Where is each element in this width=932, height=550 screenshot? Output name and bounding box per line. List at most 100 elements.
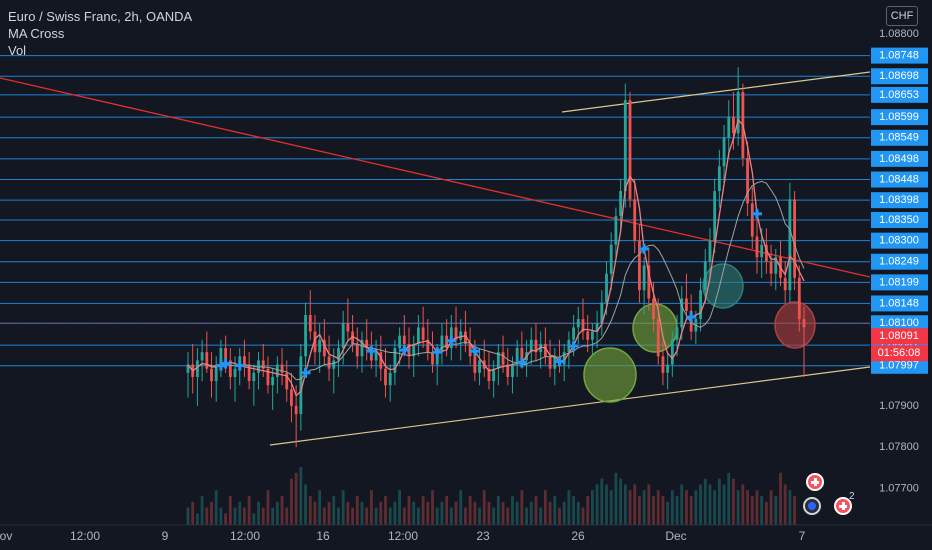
candle[interactable] — [506, 348, 510, 386]
candle[interactable] — [609, 232, 613, 291]
candle[interactable] — [670, 331, 674, 377]
candle[interactable] — [543, 327, 547, 365]
ellipse-teal[interactable] — [702, 263, 744, 309]
candle[interactable] — [252, 364, 256, 406]
candle[interactable] — [666, 352, 670, 390]
candle[interactable] — [567, 331, 571, 369]
ellipse-red[interactable] — [774, 301, 816, 349]
channel-lower-line[interactable] — [269, 366, 871, 446]
candle[interactable] — [205, 331, 209, 373]
candle[interactable] — [511, 356, 514, 394]
candle[interactable] — [214, 356, 218, 402]
candle[interactable] — [355, 327, 359, 369]
candle[interactable] — [327, 335, 331, 382]
candle[interactable] — [661, 339, 665, 386]
candle[interactable] — [280, 348, 284, 386]
candle[interactable] — [332, 348, 336, 394]
candle[interactable] — [398, 327, 402, 365]
downtrend-line[interactable] — [0, 77, 871, 278]
candle[interactable] — [290, 372, 293, 423]
candle[interactable] — [271, 368, 275, 410]
candle[interactable] — [492, 360, 496, 398]
candle[interactable] — [774, 248, 778, 291]
candle[interactable] — [304, 302, 307, 369]
candle[interactable] — [713, 178, 717, 254]
candle[interactable] — [478, 348, 481, 386]
symbol-title[interactable]: Euro / Swiss Franc, 2h, OANDA — [8, 9, 193, 24]
candle[interactable] — [793, 191, 797, 291]
candle[interactable] — [614, 207, 618, 258]
candle[interactable] — [590, 323, 594, 357]
candle[interactable] — [459, 319, 463, 361]
candle[interactable] — [426, 319, 430, 361]
candle[interactable] — [717, 149, 721, 208]
candle[interactable] — [219, 339, 223, 377]
candle[interactable] — [360, 331, 364, 373]
candle[interactable] — [722, 125, 726, 183]
candle[interactable] — [647, 248, 651, 311]
candle[interactable] — [586, 315, 590, 353]
candle[interactable] — [619, 178, 623, 233]
candle[interactable] — [228, 348, 232, 390]
add-alert-plus-icon[interactable] — [834, 497, 852, 515]
ellipse-green-1[interactable] — [583, 347, 637, 403]
indicator-volume[interactable]: Vol — [8, 43, 27, 58]
candle[interactable] — [576, 306, 580, 344]
candle[interactable] — [496, 343, 500, 386]
events-icon[interactable] — [803, 497, 821, 515]
candle[interactable] — [736, 67, 740, 146]
candle[interactable] — [440, 323, 444, 365]
candle[interactable] — [346, 298, 350, 340]
candle[interactable] — [633, 178, 637, 254]
candle[interactable] — [308, 290, 312, 340]
candle[interactable] — [210, 352, 213, 398]
candle[interactable] — [388, 364, 392, 402]
candle[interactable] — [417, 315, 420, 357]
candle[interactable] — [642, 257, 646, 315]
candle[interactable] — [539, 331, 543, 369]
candle[interactable] — [788, 182, 792, 303]
candle[interactable] — [299, 343, 303, 431]
candle[interactable] — [534, 323, 538, 361]
candle[interactable] — [708, 228, 712, 278]
channel-upper-line[interactable] — [561, 71, 871, 113]
candle[interactable] — [628, 91, 632, 208]
candle[interactable] — [200, 339, 204, 382]
candle[interactable] — [412, 335, 416, 377]
candle[interactable] — [755, 215, 759, 274]
candle[interactable] — [285, 360, 289, 402]
candle[interactable] — [318, 323, 322, 373]
candle[interactable] — [393, 339, 397, 386]
indicator-ma-cross[interactable]: MA Cross — [8, 26, 65, 41]
candle[interactable] — [322, 319, 326, 365]
add-alert-icon[interactable] — [806, 473, 824, 491]
candle[interactable] — [638, 224, 641, 303]
candle[interactable] — [727, 100, 731, 159]
candle[interactable] — [600, 290, 604, 336]
candle[interactable] — [797, 265, 801, 332]
candle[interactable] — [581, 298, 585, 340]
candle[interactable] — [783, 261, 787, 303]
candle[interactable] — [407, 327, 411, 369]
candle[interactable] — [257, 352, 260, 390]
ellipse-green-2[interactable] — [632, 303, 678, 353]
candle[interactable] — [548, 339, 552, 377]
candle[interactable] — [685, 273, 688, 320]
candle[interactable] — [261, 343, 265, 377]
candle[interactable] — [699, 277, 702, 332]
candle[interactable] — [195, 348, 199, 406]
candle[interactable] — [779, 240, 782, 287]
candle[interactable] — [186, 352, 190, 398]
candle[interactable] — [464, 310, 467, 353]
candle[interactable] — [275, 356, 279, 394]
candle[interactable] — [553, 348, 557, 386]
candle[interactable] — [243, 339, 246, 377]
candle[interactable] — [515, 339, 519, 377]
candle[interactable] — [750, 186, 754, 249]
candle[interactable] — [266, 356, 270, 394]
candle[interactable] — [703, 248, 707, 303]
candle[interactable] — [374, 339, 378, 377]
currency-button[interactable]: CHF — [886, 6, 918, 26]
candle[interactable] — [365, 319, 369, 361]
